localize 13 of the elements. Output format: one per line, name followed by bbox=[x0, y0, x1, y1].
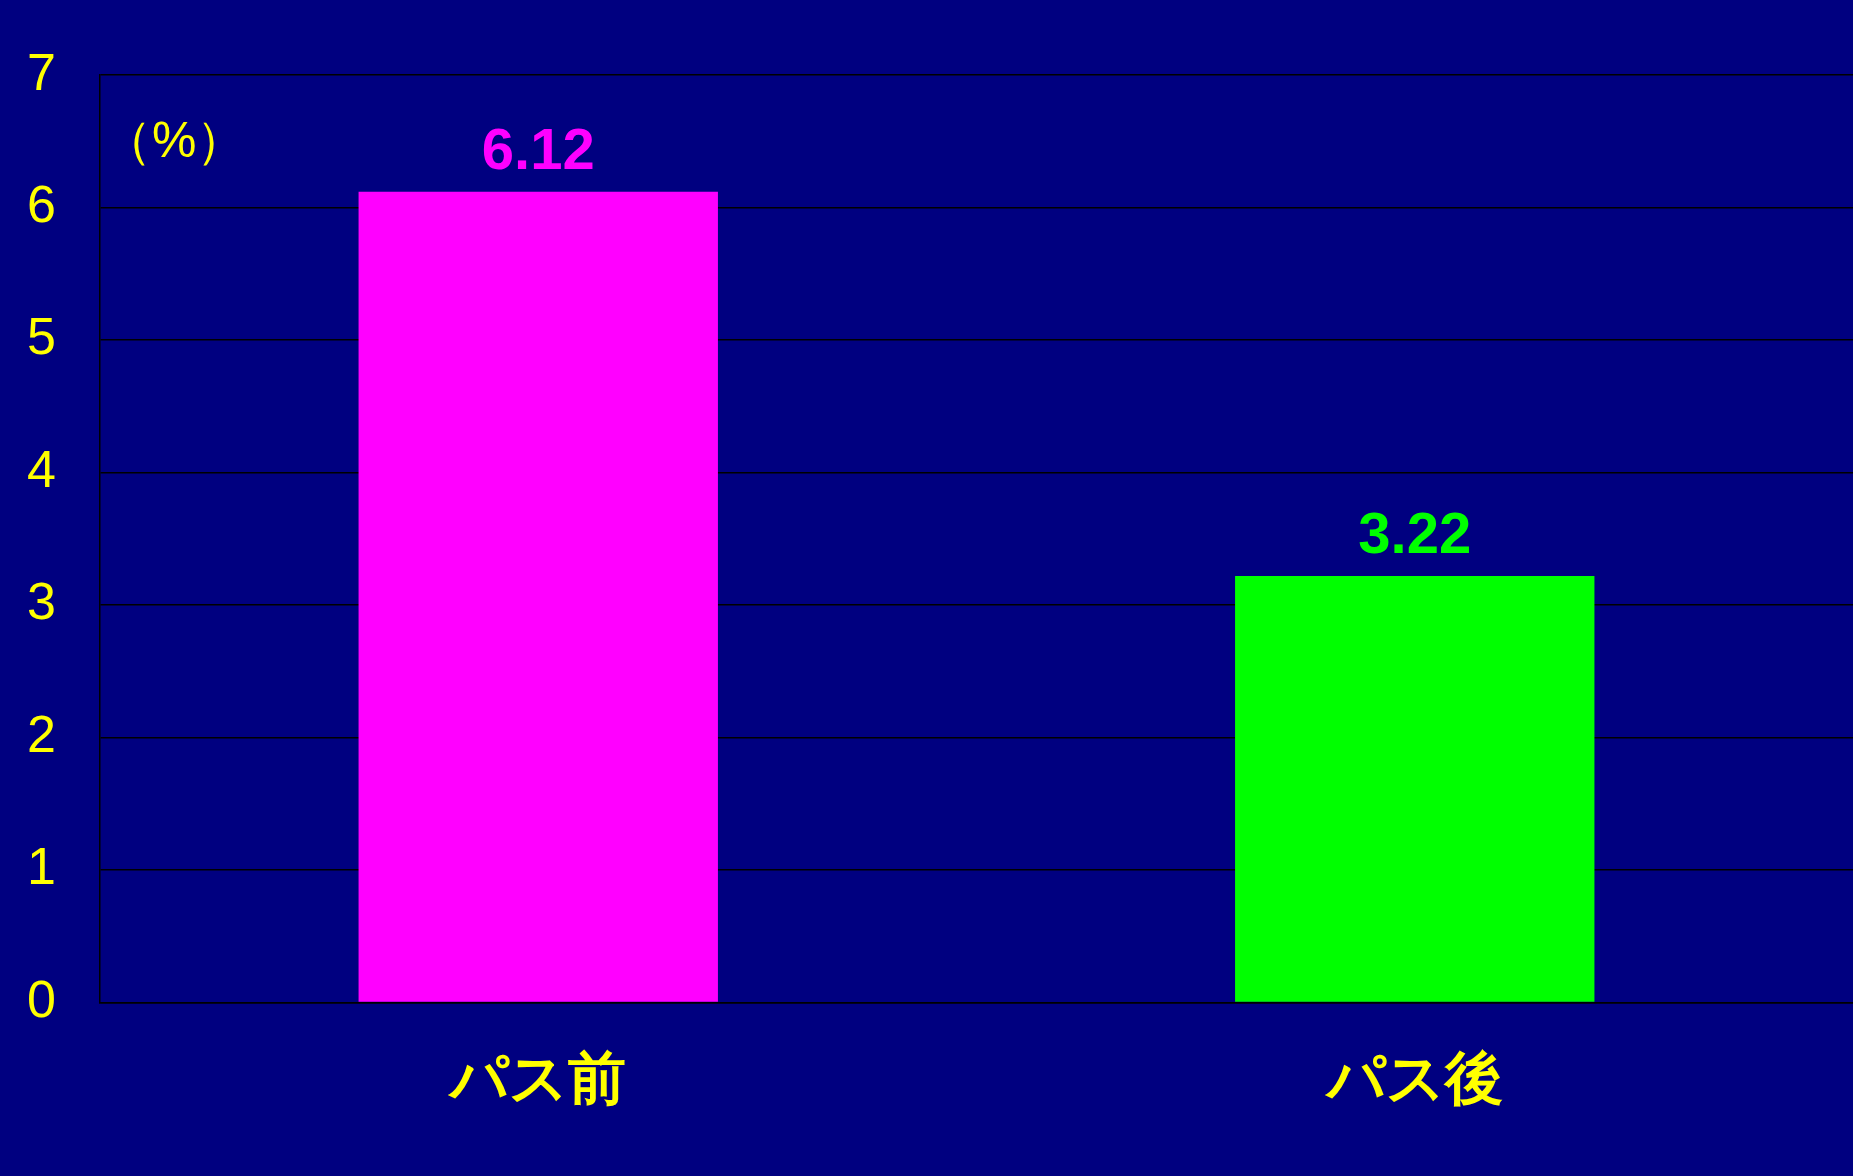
y-tick-label: 4 bbox=[27, 439, 56, 498]
y-tick-label: 3 bbox=[27, 572, 56, 631]
y-tick-label: 1 bbox=[27, 837, 56, 896]
y-tick-label: 2 bbox=[27, 704, 56, 763]
y-tick-label: 5 bbox=[27, 307, 56, 366]
data-label: 3.22 bbox=[1358, 499, 1472, 565]
y-tick-label: 6 bbox=[27, 175, 56, 233]
y-tick-label: 0 bbox=[27, 969, 56, 1028]
x-tick-label: パス後 bbox=[1323, 1044, 1503, 1113]
y-axis-title: （%） bbox=[102, 111, 247, 168]
x-tick-label: パス前 bbox=[447, 1044, 627, 1113]
y-tick-label: 7 bbox=[27, 42, 56, 101]
data-label: 6.12 bbox=[481, 115, 595, 181]
